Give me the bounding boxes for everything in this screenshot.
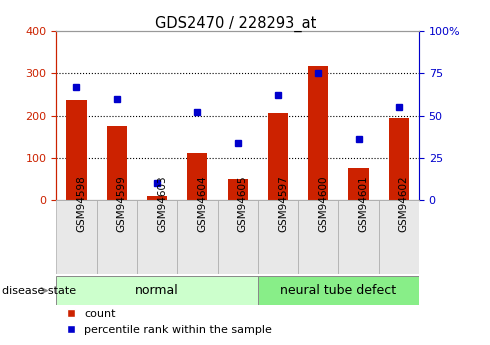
Text: normal: normal: [135, 284, 179, 297]
Bar: [187, 153, 207, 200]
Bar: [107, 126, 127, 200]
Text: GSM94605: GSM94605: [238, 176, 247, 232]
Text: GSM94597: GSM94597: [278, 176, 288, 232]
Legend: count, percentile rank within the sample: count, percentile rank within the sample: [62, 305, 276, 339]
Text: GSM94598: GSM94598: [76, 176, 87, 232]
Text: GSM94600: GSM94600: [318, 176, 328, 232]
FancyBboxPatch shape: [137, 200, 177, 274]
Text: GDS2470 / 228293_at: GDS2470 / 228293_at: [154, 16, 316, 32]
FancyBboxPatch shape: [56, 200, 97, 274]
Bar: [67, 100, 87, 200]
Text: GSM94601: GSM94601: [359, 176, 368, 232]
Text: GSM94604: GSM94604: [197, 176, 207, 232]
FancyBboxPatch shape: [258, 276, 419, 305]
Bar: [268, 112, 288, 200]
FancyBboxPatch shape: [379, 200, 419, 274]
Text: GSM94602: GSM94602: [399, 176, 409, 232]
Bar: [389, 118, 409, 200]
Text: neural tube defect: neural tube defect: [280, 284, 396, 297]
FancyBboxPatch shape: [218, 200, 258, 274]
Bar: [147, 196, 167, 200]
Text: GSM94603: GSM94603: [157, 176, 167, 232]
Bar: [227, 179, 248, 200]
FancyBboxPatch shape: [177, 200, 218, 274]
FancyBboxPatch shape: [298, 200, 339, 274]
FancyBboxPatch shape: [97, 200, 137, 274]
Bar: [308, 66, 328, 200]
Text: disease state: disease state: [2, 286, 76, 296]
FancyBboxPatch shape: [258, 200, 298, 274]
Text: GSM94599: GSM94599: [117, 176, 127, 232]
FancyBboxPatch shape: [56, 276, 258, 305]
FancyBboxPatch shape: [339, 200, 379, 274]
Bar: [348, 168, 368, 200]
